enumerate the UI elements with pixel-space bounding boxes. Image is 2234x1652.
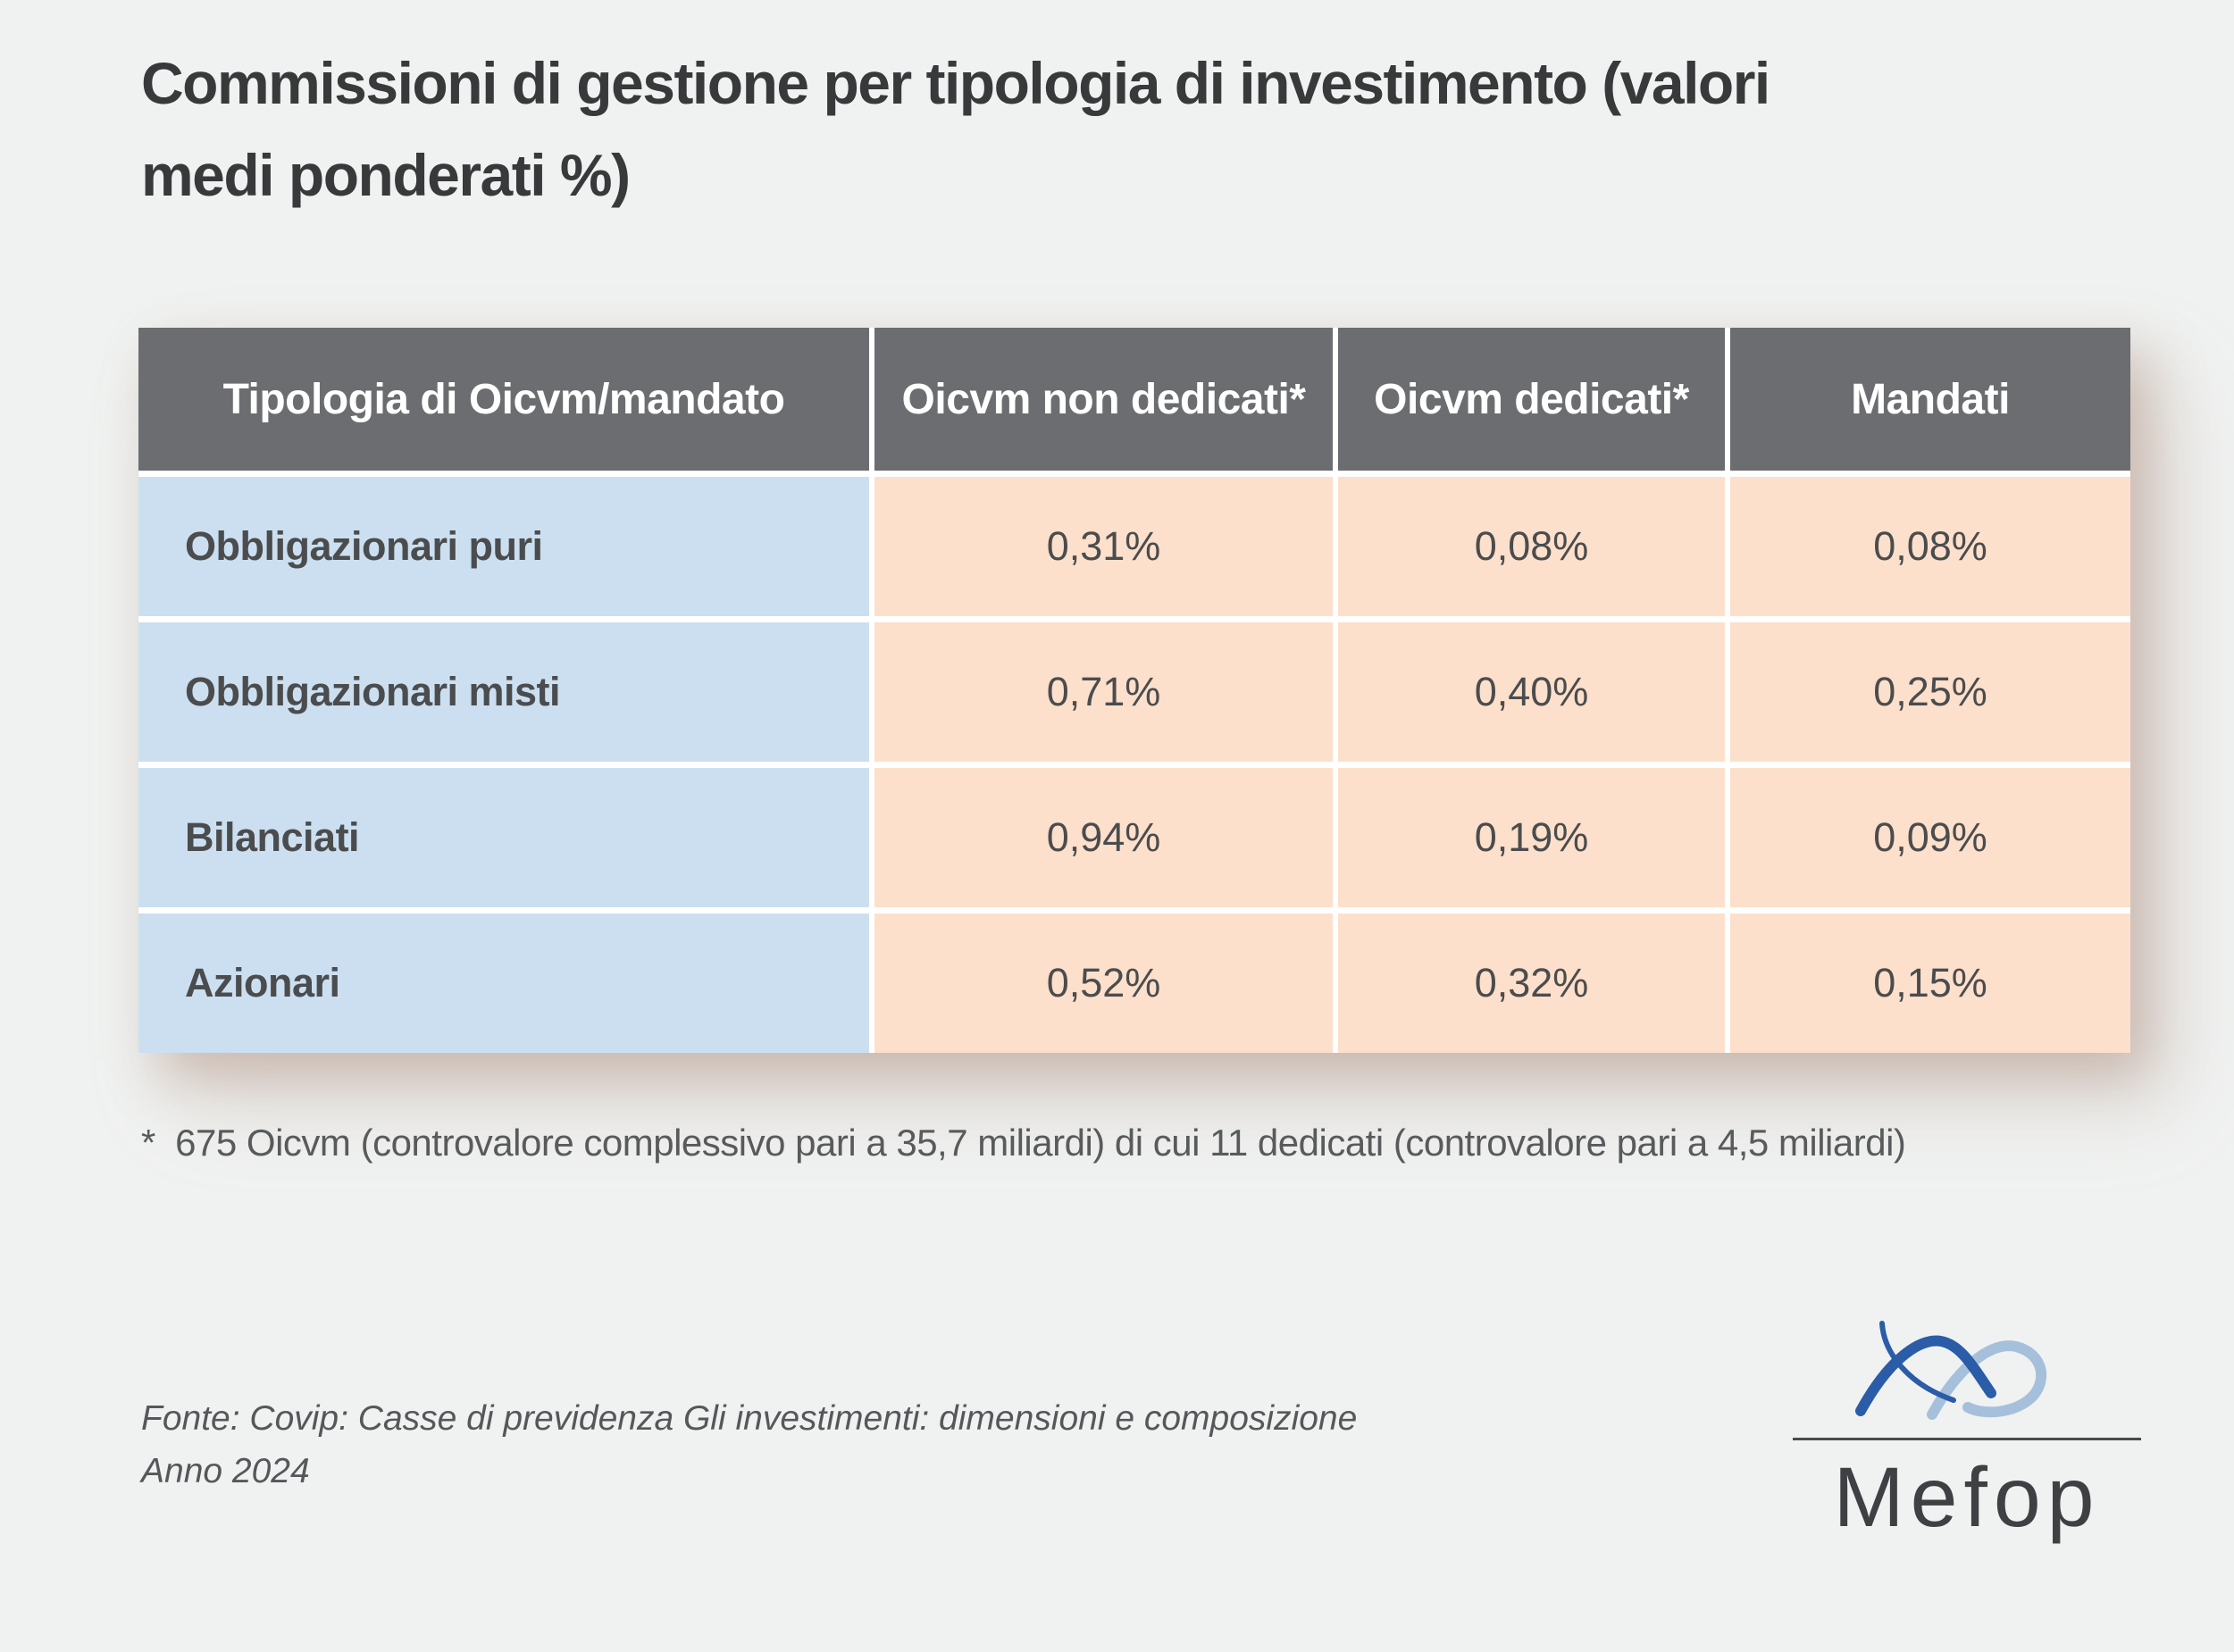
column-header-oicvm-non-dedicati: Oicvm non dedicati* — [874, 328, 1333, 471]
fee-value-cell: 0,08% — [1338, 477, 1725, 616]
row-label: Obbligazionari puri — [138, 477, 869, 616]
fee-value-cell: 0,94% — [874, 768, 1333, 907]
fee-value-cell: 0,52% — [874, 914, 1333, 1053]
source-text: Fonte: Covip: Casse di previdenza Gli in… — [141, 1393, 1660, 1498]
fee-value-cell: 0,08% — [1730, 477, 2130, 616]
mefop-logo: Mefop — [1793, 1320, 2141, 1547]
fee-value-cell: 0,19% — [1338, 768, 1725, 907]
fees-table: Tipologia di Oicvm/mandato Oicvm non ded… — [138, 328, 2130, 1053]
fee-value-cell: 0,09% — [1730, 768, 2130, 907]
column-header-mandati: Mandati — [1730, 328, 2130, 471]
footnote-text: * 675 Oicvm (controvalore complessivo pa… — [141, 1122, 1906, 1164]
row-label: Obbligazionari misti — [138, 622, 869, 762]
source-line-1: Fonte: Covip: Casse di previdenza Gli in… — [141, 1399, 1358, 1438]
column-header-oicvm-dedicati: Oicvm dedicati* — [1338, 328, 1725, 471]
page-title-line-1: Commissioni di gestione per tipologia di… — [141, 50, 1770, 116]
fee-value-cell: 0,40% — [1338, 622, 1725, 762]
logo-divider — [1793, 1438, 2141, 1440]
fee-value-cell: 0,25% — [1730, 622, 2130, 762]
mefop-swoosh-icon — [1855, 1321, 2047, 1420]
page-title-line-2: medi ponderati %) — [141, 141, 631, 208]
fee-value-cell: 0,71% — [874, 622, 1333, 762]
fee-value-cell: 0,31% — [874, 477, 1333, 616]
page-title: Commissioni di gestione per tipologia di… — [141, 38, 2196, 221]
fee-value-cell: 0,15% — [1730, 914, 2130, 1053]
mefop-wordmark: Mefop — [1833, 1450, 2101, 1545]
column-header-tipologia: Tipologia di Oicvm/mandato — [138, 328, 869, 471]
fee-value-cell: 0,32% — [1338, 914, 1725, 1053]
row-label: Bilanciati — [138, 768, 869, 907]
source-line-2: Anno 2024 — [141, 1451, 310, 1490]
row-label: Azionari — [138, 914, 869, 1053]
